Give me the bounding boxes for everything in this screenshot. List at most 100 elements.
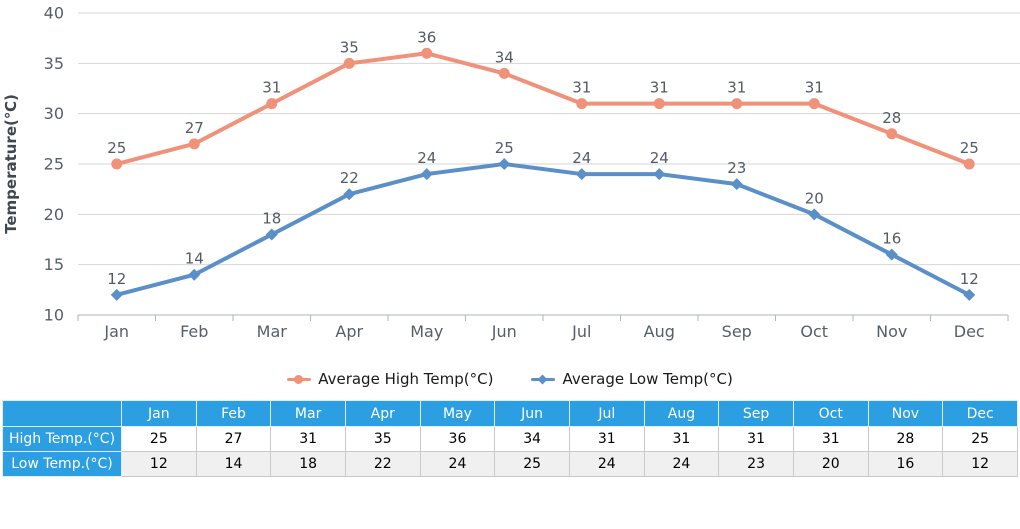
low-temp-point — [653, 168, 666, 181]
y-axis-tick-label: 20 — [44, 205, 64, 224]
table-value-cell: 36 — [419, 426, 496, 452]
table-row: High Temp.(°C) 25 27 31 35 36 34 31 31 31 31 28 25 — [2, 426, 1018, 452]
table-header-cell: Mar — [270, 400, 346, 427]
x-axis-label: Apr — [335, 322, 363, 341]
table-corner-cell — [2, 400, 122, 427]
table-value-cell: 16 — [867, 451, 944, 477]
data-label: 34 — [495, 48, 514, 66]
high-temp-point — [576, 98, 588, 110]
data-label: 36 — [417, 28, 436, 46]
table-value-cell: 18 — [270, 451, 346, 477]
legend-label-low: Average Low Temp(°C) — [562, 370, 733, 388]
table-value-cell: 31 — [270, 426, 346, 452]
y-axis-tick-label: 35 — [44, 54, 64, 73]
data-label: 12 — [960, 270, 979, 288]
table-header-cell: Jul — [568, 400, 645, 427]
low-temp-point — [885, 248, 898, 261]
table-value-cell: 35 — [344, 426, 421, 452]
low-temp-point — [730, 178, 743, 191]
table-header-cell: Jun — [494, 400, 570, 427]
x-axis-label: Nov — [876, 322, 907, 341]
low-temp-legend-marker-icon — [531, 374, 556, 384]
table-header-cell: May — [419, 400, 496, 427]
table-header-cell: Feb — [195, 400, 272, 427]
data-label: 25 — [960, 139, 979, 157]
table-header-cell: Jan — [121, 400, 197, 427]
high-temp-legend-dot — [294, 374, 304, 384]
table-header-cell: Sep — [718, 400, 794, 427]
low-temp-point — [420, 168, 433, 181]
high-temp-point — [731, 98, 743, 110]
table-value-cell: 25 — [121, 426, 197, 452]
table-value-cell: 14 — [195, 451, 272, 477]
data-label: 22 — [340, 169, 359, 187]
table-value-cell: 20 — [792, 451, 869, 477]
x-axis-label: Mar — [257, 322, 288, 341]
data-label: 18 — [262, 209, 281, 227]
legend-item-high-temp[interactable]: Average High Temp(°C) — [287, 370, 493, 388]
y-axis-tick-label: 40 — [44, 4, 64, 23]
x-axis-label: Jan — [103, 322, 129, 341]
x-axis-label: Jul — [571, 322, 591, 341]
table-value-cell: 28 — [867, 426, 944, 452]
legend-label-high: Average High Temp(°C) — [318, 370, 494, 388]
high-temp-point — [343, 57, 355, 69]
table-value-cell: 31 — [568, 426, 645, 452]
table-value-cell: 23 — [718, 451, 794, 477]
x-axis-label: Feb — [180, 322, 208, 341]
table-body: High Temp.(°C) 25 27 31 35 36 34 31 31 31 31 28 25 Lo… — [2, 426, 1018, 477]
high-temp-point — [188, 138, 200, 150]
table-value-cell: 24 — [419, 451, 496, 477]
y-axis-tick-label: 30 — [44, 104, 64, 123]
data-label: 14 — [185, 250, 204, 268]
low-temp-point — [498, 158, 511, 170]
y-axis-tick-label: 15 — [44, 255, 64, 274]
x-axis-label: Jun — [491, 322, 517, 341]
data-label: 28 — [882, 109, 901, 127]
x-axis-label: Dec — [954, 322, 985, 341]
high-temp-point — [266, 98, 278, 110]
high-temp-point — [886, 128, 898, 140]
data-label: 31 — [572, 79, 591, 97]
data-label: 31 — [727, 79, 746, 97]
x-axis-label: Sep — [722, 322, 752, 341]
data-label: 31 — [650, 79, 669, 97]
y-axis-tick-label: 25 — [44, 155, 64, 174]
table-header: Jan Feb Mar Apr May Jun Jul Aug Sep Oct Nov Dec — [2, 400, 1018, 427]
temperature-chart: 10 15 20 25 30 35 40 Temperature(℃) Jan Feb Mar Apr… — [2, 4, 1020, 341]
table-header-cell: Oct — [792, 400, 869, 427]
chart-legend: Average High Temp(°C) Average Low Temp(°… — [0, 366, 1020, 392]
y-axis-tick-label: 10 — [44, 306, 64, 325]
table-header-cell: Nov — [867, 400, 944, 427]
data-label: 25 — [107, 139, 126, 157]
table-value-cell: 22 — [344, 451, 421, 477]
data-label: 24 — [417, 149, 436, 167]
high-temp-point — [808, 98, 820, 110]
low-temp-point — [265, 228, 278, 241]
low-temp-point — [343, 188, 356, 201]
high-temp-point — [421, 47, 433, 59]
table-value-cell: 12 — [121, 451, 197, 477]
high-temp-line — [114, 51, 972, 166]
data-label: 20 — [805, 189, 824, 207]
table-value-cell: 27 — [195, 426, 272, 452]
low-temp-point — [808, 208, 821, 221]
table-header-row: Jan Feb Mar Apr May Jun Jul Aug Sep Oct Nov Dec — [2, 400, 1018, 427]
high-temp-point — [653, 98, 665, 110]
x-axis-label: Oct — [800, 322, 828, 341]
y-axis-title: Temperature(℃) — [2, 94, 20, 234]
data-label: 31 — [262, 79, 281, 97]
table-value-cell: 25 — [494, 451, 570, 477]
data-label: 35 — [340, 38, 359, 56]
table-value-cell: 31 — [792, 426, 869, 452]
high-temp-point — [963, 158, 975, 170]
legend-item-low-temp[interactable]: Average Low Temp(°C) — [531, 370, 733, 388]
high-temp-point — [111, 158, 123, 170]
table-header-cell: Dec — [942, 400, 1018, 427]
table-row: Low Temp.(°C) 12 14 18 22 24 25 24 24 23 20 16 12 — [2, 451, 1018, 477]
data-label: 24 — [572, 149, 591, 167]
temperature-chart-svg: 10 15 20 25 30 35 40 Temperature(℃) Jan Feb Mar Apr… — [2, 4, 1020, 341]
low-temp-point — [110, 288, 123, 301]
table-header-cell: Aug — [643, 400, 720, 427]
low-temp-point — [575, 168, 588, 181]
